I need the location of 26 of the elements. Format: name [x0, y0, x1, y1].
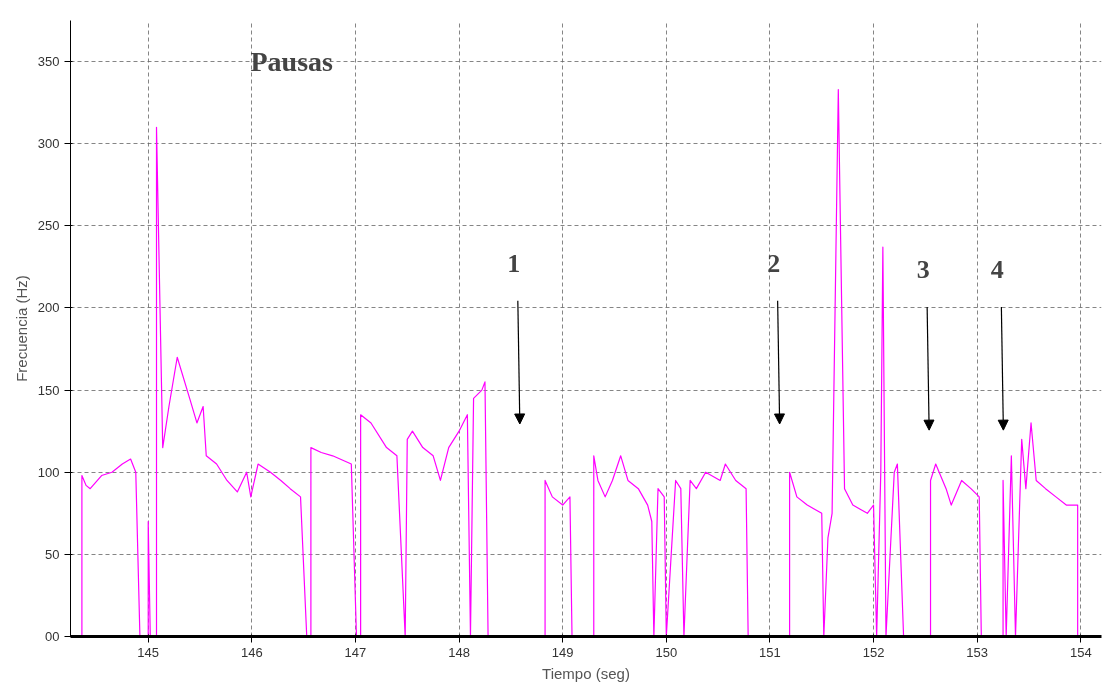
y-tick-label: 150	[37, 382, 60, 398]
annotation: 3	[916, 255, 930, 285]
y-tick-label: 250	[37, 218, 60, 234]
x-tick-label: 149	[551, 644, 574, 660]
y-tick-label: 00	[45, 629, 60, 644]
x-tick-label: 145	[137, 644, 160, 660]
line-series	[81, 88, 1079, 637]
x-tick-label: 154	[1069, 644, 1092, 660]
y-tick-label: 50	[45, 546, 60, 562]
x-tick-label: 151	[759, 644, 781, 660]
y-tick-label: 350	[37, 54, 60, 70]
x-axis-title: Tiempo (seg)	[542, 664, 630, 682]
x-tick-label: 150	[655, 644, 678, 660]
x-tick-label: 146	[240, 644, 263, 660]
annotation: 4	[990, 255, 1004, 285]
annotation: Pausas	[250, 45, 334, 77]
y-tick-label: 300	[37, 136, 60, 152]
x-tick-label: 153	[966, 644, 989, 660]
annotation: 1	[507, 249, 521, 279]
y-tick-label: 100	[37, 464, 60, 480]
annotation: 2	[767, 249, 781, 279]
x-tick-label: 152	[862, 644, 885, 660]
x-tick-label: 148	[448, 644, 470, 660]
y-axis-title: Frecuencia (Hz)	[12, 275, 30, 382]
x-tick-label: 147	[344, 644, 367, 660]
y-tick-label: 200	[37, 300, 60, 316]
